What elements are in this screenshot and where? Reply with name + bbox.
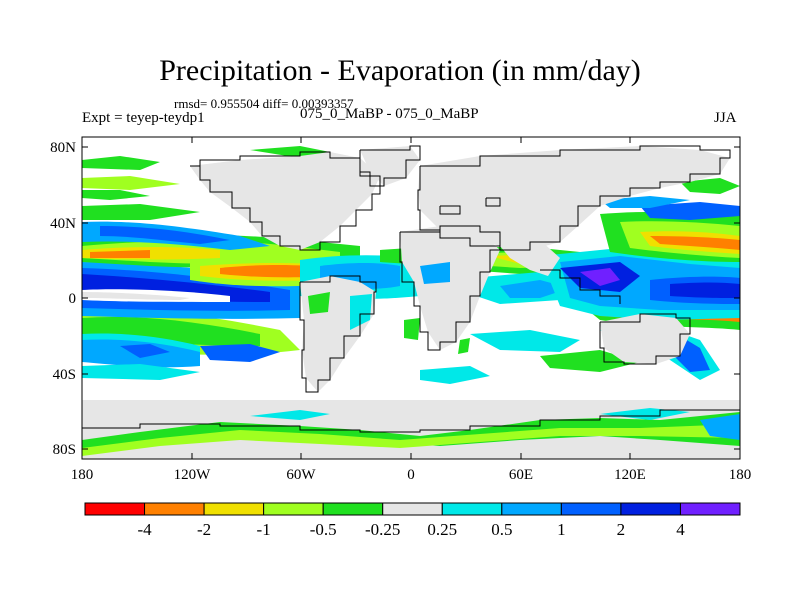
- colorbar-label: -1: [257, 520, 271, 539]
- lon-label-120w: 120W: [174, 467, 212, 483]
- map-plot-area: [82, 137, 740, 459]
- lon-label-60e: 60E: [509, 467, 533, 483]
- season-label: JJA: [714, 110, 737, 126]
- colorbar-swatch: [203, 502, 265, 516]
- lon-label-0: 0: [407, 467, 415, 483]
- antarctic-cyan-patches: [250, 408, 690, 420]
- lat-ticks: [82, 146, 740, 450]
- colorbar-swatch: [84, 502, 146, 516]
- lon-ticks: [81, 137, 741, 459]
- lon-label-180w: 180: [71, 467, 94, 483]
- colorbar-swatch: [322, 502, 384, 516]
- colorbar-swatch: [382, 502, 443, 516]
- lon-label-60w: 60W: [286, 467, 316, 483]
- map-title: Precipitation - Evaporation (in mm/day): [159, 54, 641, 87]
- colorbar-swatch: [263, 502, 324, 516]
- period-label: 075_0_MaBP - 075_0_MaBP: [300, 106, 479, 122]
- colorbar-swatch: [501, 502, 562, 516]
- colorbar-swatch: [441, 502, 503, 516]
- colorbar-label: 2: [617, 520, 626, 539]
- coastlines: [82, 145, 740, 433]
- lat-label-80n: 80N: [50, 140, 76, 156]
- stats-line: rmsd= 0.955504 diff= 0.00393357: [174, 96, 354, 111]
- lat-label-40n: 40N: [50, 216, 76, 232]
- colorbar: -4 -2 -1 -0.5 -0.25 0.25 0.5 1 2 4: [84, 502, 741, 539]
- colorbar-label: -0.5: [310, 520, 337, 539]
- colorbar-swatch: [144, 502, 205, 516]
- lat-label-0: 0: [69, 291, 77, 307]
- colorbar-swatch: [620, 502, 681, 516]
- colorbar-label: 4: [676, 520, 685, 539]
- colorbar-label: 1: [557, 520, 566, 539]
- antarctic-yellowgreen-band: [82, 424, 740, 456]
- colorbar-label: 0.25: [427, 520, 457, 539]
- lon-label-120e: 120E: [614, 467, 646, 483]
- colorbar-label: -2: [197, 520, 211, 539]
- colorbar-label: 0.5: [491, 520, 512, 539]
- colorbar-swatch: [679, 502, 741, 516]
- lat-label-40s: 40S: [53, 367, 76, 383]
- experiment-label: Expt = teyep-teydp1: [82, 110, 205, 126]
- lon-label-180e: 180: [729, 467, 752, 483]
- colorbar-label: -4: [137, 520, 152, 539]
- lat-label-80s: 80S: [53, 442, 76, 458]
- antarctic-green-band: [82, 412, 740, 452]
- colorbar-label: -0.25: [365, 520, 400, 539]
- colorbar-swatch: [560, 502, 622, 516]
